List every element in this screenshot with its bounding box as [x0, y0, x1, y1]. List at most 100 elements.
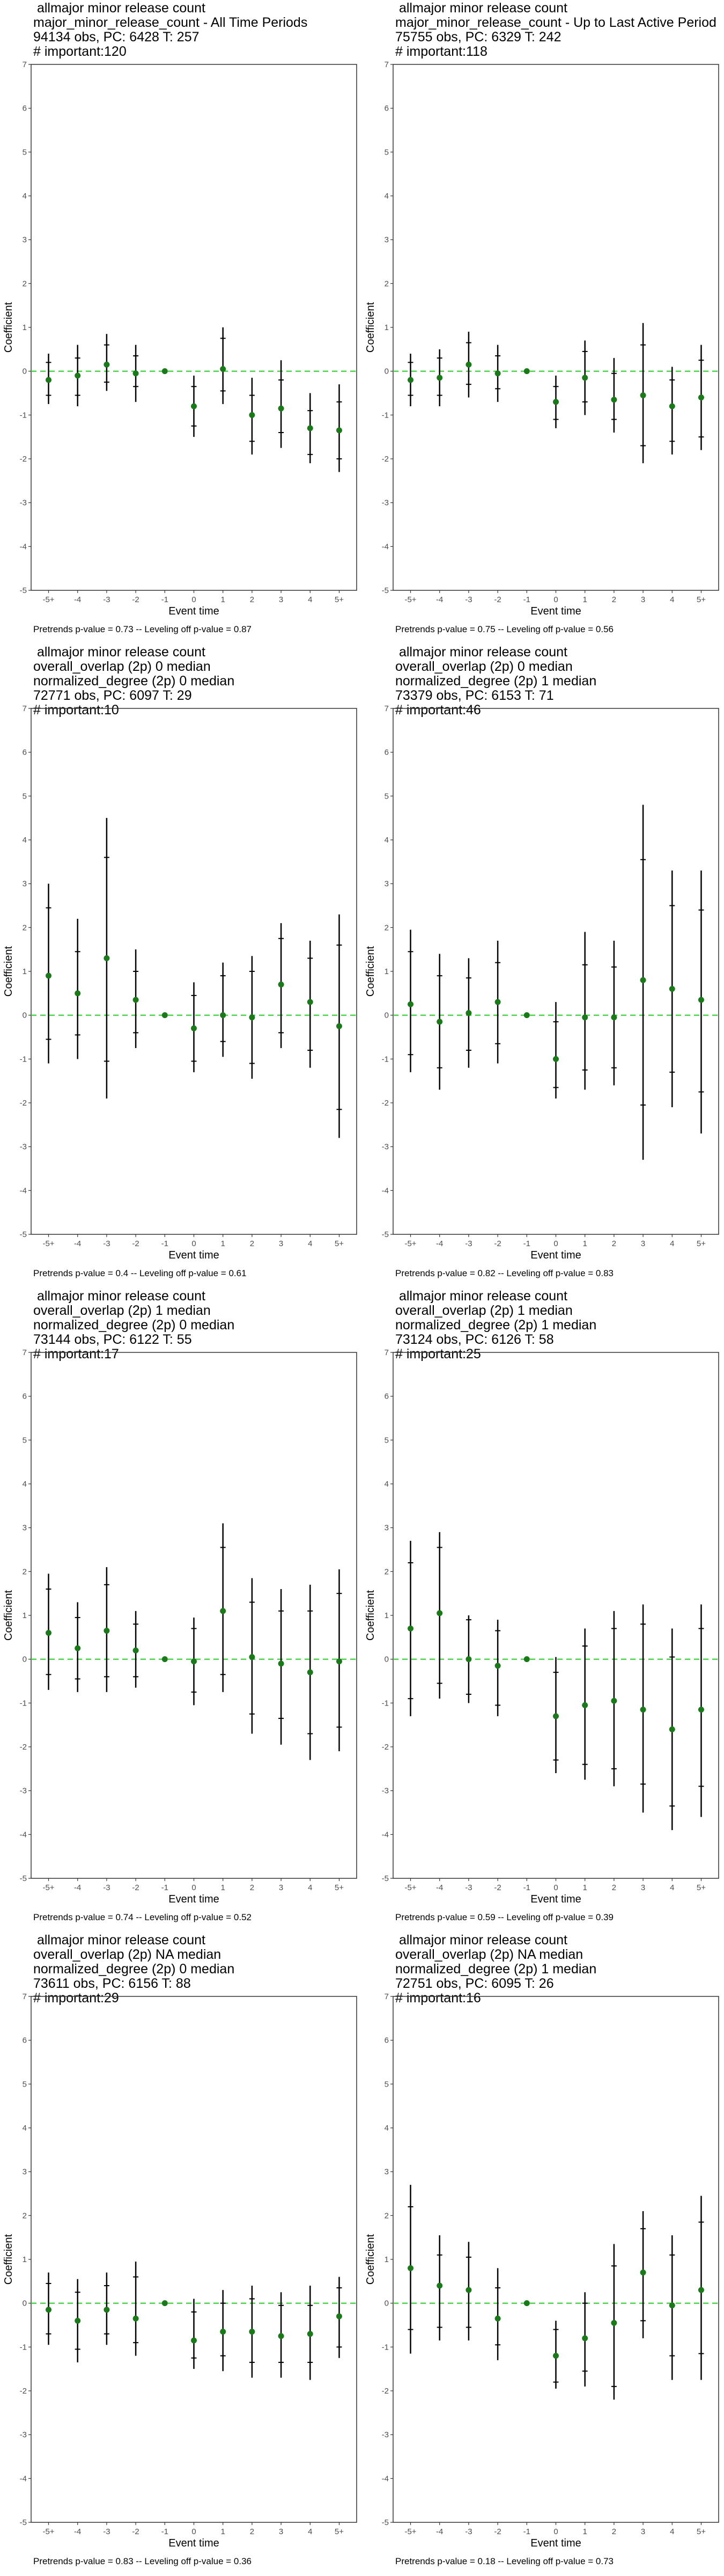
- coefficient-point: [408, 2265, 414, 2271]
- y-tick-label: 4: [385, 192, 389, 201]
- coefficient-point: [336, 1658, 342, 1665]
- y-tick-label: -5: [382, 2518, 389, 2527]
- x-axis-title: Event time: [168, 2537, 219, 2549]
- y-tick-label: 1: [23, 2255, 27, 2264]
- y-tick-label: 7: [23, 60, 27, 69]
- y-tick-label: -1: [20, 2343, 27, 2352]
- y-axis-title: Coefficient: [3, 2234, 14, 2285]
- coefficient-point: [336, 1023, 342, 1029]
- y-tick-label: 2: [385, 1567, 389, 1576]
- coefficient-point: [249, 1014, 255, 1021]
- y-tick-label: 5: [23, 2080, 27, 2089]
- y-tick-label: 7: [385, 1348, 389, 1357]
- y-tick-label: 0: [385, 1655, 389, 1664]
- coefficient-point: [640, 1707, 646, 1713]
- chart-panel: allmajor minor release count overall_over…: [362, 1288, 724, 1932]
- x-tick-label: -4: [436, 2527, 443, 2536]
- y-tick-label: -1: [382, 411, 389, 420]
- y-tick-label: 6: [385, 1392, 389, 1401]
- x-axis-title: Event time: [530, 1249, 581, 1261]
- y-tick-label: 2: [385, 2211, 389, 2220]
- coefficient-point: [466, 1656, 472, 1663]
- x-tick-label: -1: [161, 1239, 168, 1248]
- errorbar-plot: -5 -4 -3 -2 -1 0 1 2 3 4 5 6 7 -5+ -4 -3 -2 -1 0 1 2 3 4 5+ Even…: [365, 1992, 719, 2549]
- coefficient-point: [161, 1656, 168, 1663]
- y-tick-label: -3: [20, 1787, 27, 1796]
- coefficient-point: [278, 2333, 284, 2339]
- coefficient-point: [104, 1628, 110, 1634]
- coefficient-point: [249, 1654, 255, 1660]
- y-tick-label: 5: [385, 148, 389, 157]
- coefficient-point: [46, 2307, 52, 2313]
- y-tick-label: 6: [385, 748, 389, 757]
- x-tick-label: -4: [436, 1239, 443, 1248]
- coefficient-point: [46, 1630, 52, 1636]
- x-tick-label: 2: [250, 2527, 254, 2536]
- x-tick-label: 1: [221, 595, 225, 604]
- x-tick-label: 4: [308, 595, 312, 604]
- errorbar-plot: -5 -4 -3 -2 -1 0 1 2 3 4 5 6 7 -5+ -4 -3 -2 -1 0 1 2 3 4 5+ Even…: [3, 1348, 357, 1905]
- chart-title: allmajor minor release count overall_over…: [395, 645, 596, 718]
- y-tick-label: 5: [23, 1436, 27, 1445]
- plot-frame: [31, 1996, 357, 2523]
- x-tick-label: -2: [494, 1239, 501, 1248]
- y-tick-label: 1: [23, 323, 27, 332]
- chart-title-line: 72771 obs, PC: 6097 T: 29: [33, 688, 192, 703]
- coefficient-point: [132, 1647, 139, 1653]
- y-tick-label: -4: [20, 2474, 27, 2483]
- coefficient-point: [640, 392, 646, 399]
- y-tick-label: -3: [382, 499, 389, 508]
- errorbar-plot: -5 -4 -3 -2 -1 0 1 2 3 4 5 6 7 -5+ -4 -3 -2 -1 0 1 2 3 4 5+ Even…: [365, 1348, 719, 1905]
- chart-title: allmajor minor release count major_minor_…: [395, 1, 716, 59]
- coefficient-point: [437, 2282, 443, 2289]
- y-tick-label: 2: [385, 923, 389, 932]
- x-tick-label: -5+: [404, 595, 416, 604]
- y-tick-label: 2: [385, 279, 389, 288]
- errorbar-plot: -5 -4 -3 -2 -1 0 1 2 3 4 5 6 7 -5+ -4 -3 -2 -1 0 1 2 3 4 5+ Even…: [3, 1992, 357, 2549]
- coefficient-point: [75, 2317, 81, 2324]
- y-tick-label: 3: [385, 880, 389, 889]
- coefficient-point: [307, 1669, 313, 1675]
- y-tick-label: -1: [20, 1055, 27, 1064]
- coefficient-point: [220, 1608, 226, 1614]
- y-tick-label: -1: [20, 1699, 27, 1708]
- x-tick-label: -3: [103, 1239, 110, 1248]
- y-tick-label: -3: [20, 1143, 27, 1152]
- y-tick-label: 0: [23, 1011, 27, 1020]
- coefficient-point: [220, 2329, 226, 2335]
- x-tick-label: -4: [436, 595, 443, 604]
- chart-title: allmajor minor release count major_minor_…: [33, 1, 307, 59]
- x-tick-label: 2: [612, 1239, 616, 1248]
- x-tick-label: 2: [250, 595, 254, 604]
- y-tick-label: 7: [385, 704, 389, 713]
- coefficient-point: [75, 990, 81, 997]
- y-tick-label: -2: [382, 2387, 389, 2396]
- y-tick-label: -4: [20, 1186, 27, 1195]
- chart-title-line: overall_overlap (2p) 1 median: [33, 1303, 211, 1318]
- coefficient-point: [191, 2337, 197, 2344]
- coefficient-point: [278, 1660, 284, 1667]
- coefficient-point: [523, 1656, 530, 1663]
- coefficient-point: [494, 1663, 501, 1669]
- y-tick-label: -5: [382, 586, 389, 595]
- coefficient-point: [46, 972, 52, 979]
- x-tick-label: 3: [641, 1883, 645, 1892]
- x-tick-label: 0: [191, 1239, 196, 1248]
- chart-panel: allmajor minor release count overall_over…: [0, 644, 362, 1288]
- y-tick-label: -2: [20, 1743, 27, 1752]
- coefficient-point: [249, 2329, 255, 2335]
- coefficient-point: [437, 1019, 443, 1025]
- y-axis-title: Coefficient: [3, 946, 14, 997]
- coefficient-point: [408, 377, 414, 383]
- coefficient-point: [494, 370, 501, 377]
- y-tick-label: 1: [385, 2255, 389, 2264]
- x-tick-label: -1: [523, 2527, 530, 2536]
- chart-title-line: # important:16: [395, 1990, 481, 2006]
- coefficient-point: [104, 955, 110, 961]
- y-tick-label: 0: [385, 1011, 389, 1020]
- plot-frame: [393, 708, 719, 1235]
- x-tick-label: 4: [308, 1883, 312, 1892]
- chart-title-line: # important:46: [395, 702, 481, 718]
- p-value-footer: Pretrends p-value = 0.74 -- Leveling off…: [33, 1912, 252, 1922]
- errorbar-plot: -5 -4 -3 -2 -1 0 1 2 3 4 5 6 7 -5+ -4 -3 -2 -1 0 1 2 3 4 5+ Even…: [365, 60, 719, 617]
